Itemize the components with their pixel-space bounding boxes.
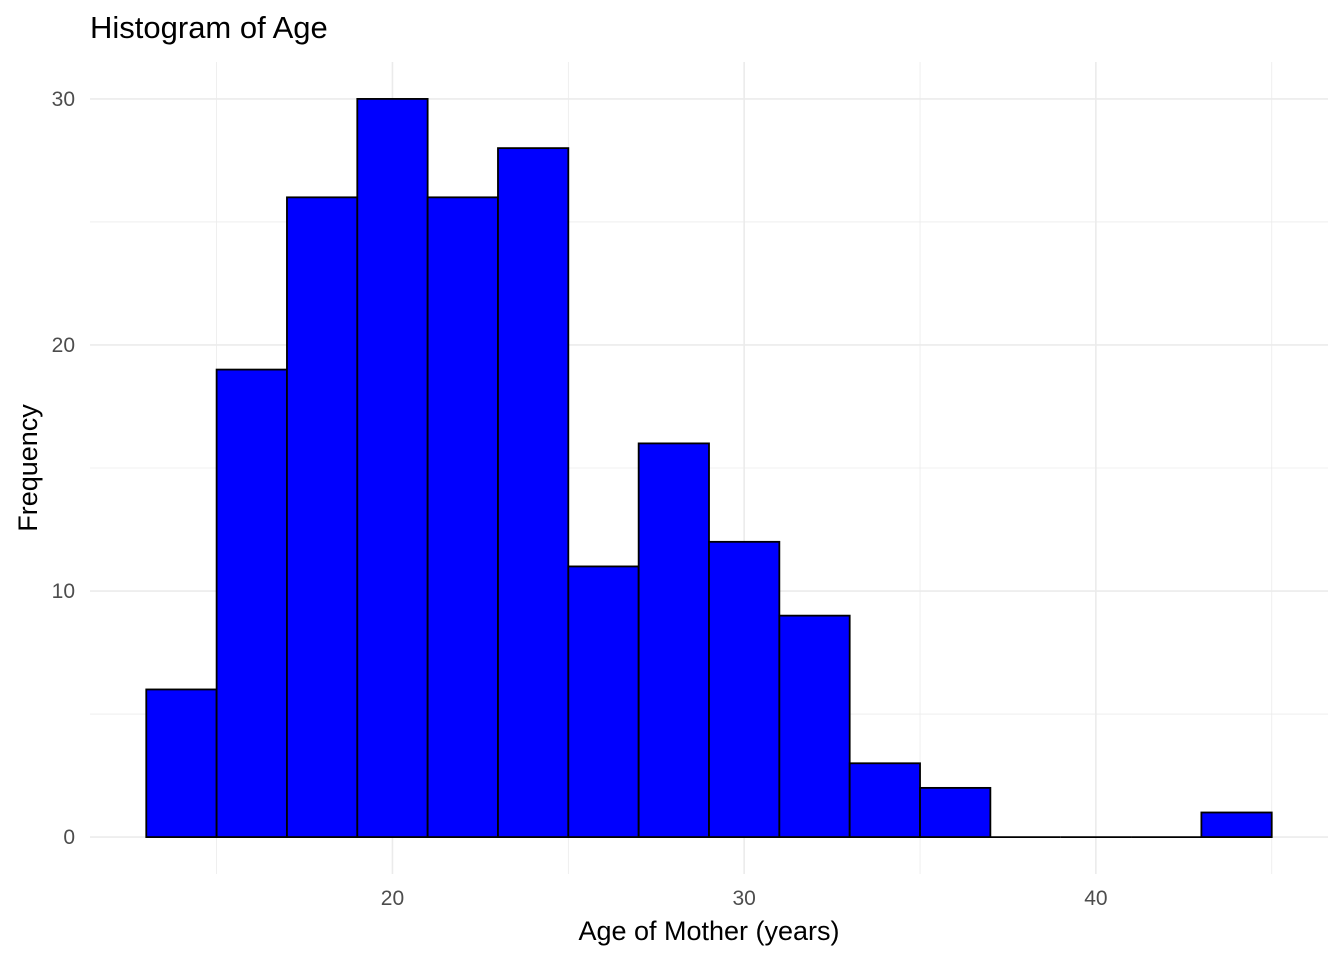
x-axis-title: Age of Mother (years) [578,916,839,946]
histogram-bar [145,688,218,838]
histogram-bar [848,762,921,838]
histogram-bar [567,565,640,838]
x-tick-label: 20 [381,887,404,910]
histogram-bar [637,442,710,838]
x-tick-label: 40 [1084,887,1107,910]
histogram-bar [778,614,851,838]
chart-title: Histogram of Age [90,10,328,45]
bars-layer [145,98,1273,838]
histogram-bar [708,540,781,838]
y-tick-label: 30 [52,88,75,111]
histogram-bar [215,368,288,838]
y-axis-title: Frequency [13,404,43,532]
y-tick-label: 0 [63,826,75,849]
y-axis-tick-labels: 0 10 20 30 [52,88,75,849]
histogram-bar [356,98,429,838]
x-axis-tick-labels: 20 30 40 [381,887,1108,910]
histogram-bar [1200,811,1273,838]
x-tick-label: 30 [732,887,755,910]
histogram-bar [497,147,570,838]
histogram-bar [426,196,499,838]
histogram-bar [286,196,359,838]
y-tick-label: 10 [52,580,75,603]
y-tick-label: 20 [52,334,75,357]
histogram-bar [919,786,992,838]
